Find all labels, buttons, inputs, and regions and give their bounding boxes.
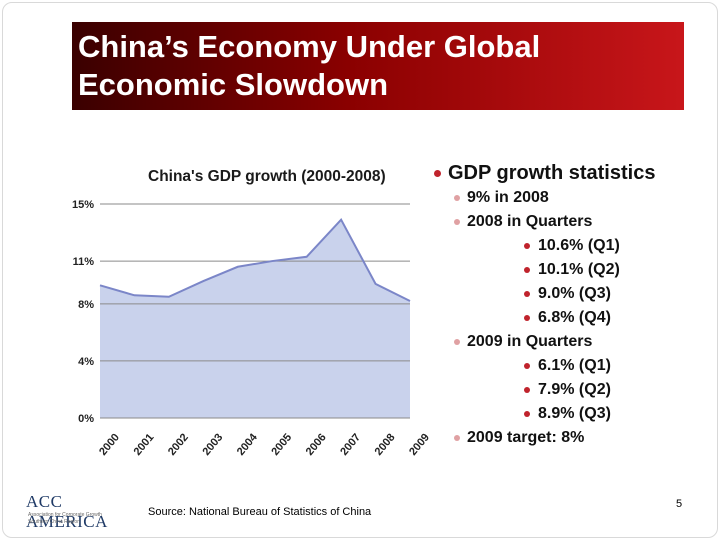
acg-america-logo: ACC AMERICA Association for Corporate Gr… — [26, 492, 126, 531]
bullet-dot-icon — [524, 387, 530, 393]
bullet-item: 9% in 2008 — [432, 186, 712, 210]
bullet-dot-icon — [454, 435, 460, 441]
x-tick-label: 2004 — [235, 431, 260, 458]
bullet-text: 8.9% (Q3) — [538, 405, 611, 422]
x-tick-label: 2003 — [200, 431, 225, 457]
bullet-text: 2009 in Quarters — [467, 333, 593, 350]
bullet-item: 8.9% (Q3) — [432, 402, 712, 426]
source-note: Source: National Bureau of Statistics of… — [148, 506, 372, 518]
bullet-dot-icon — [524, 363, 530, 369]
x-tick-label: 2001 — [132, 431, 157, 457]
bullet-item: 7.9% (Q2) — [432, 378, 712, 402]
bullet-dot-icon — [434, 170, 441, 177]
bullet-list: GDP growth statistics 9% in 2008 2008 in Q… — [432, 160, 712, 450]
bullet-item: 2008 in Quarters — [432, 210, 712, 234]
bullet-text: GDP growth statistics — [448, 162, 656, 184]
series-line — [99, 217, 411, 302]
chart-title: China's GDP growth (2000-2008) — [148, 168, 386, 185]
y-tick-label: 0% — [78, 413, 94, 425]
bullet-text: 2008 in Quarters — [467, 213, 593, 230]
x-tick-label: 2005 — [269, 431, 294, 457]
bullet-text: 10.6% (Q1) — [538, 237, 620, 254]
gdp-chart: 0% 4% 8% 11% 15% 2000 2001 2002 2003 2004 2005 2006… — [40, 160, 430, 470]
bullet-item: 2009 in Quarters — [432, 330, 712, 354]
bullet-dot-icon — [454, 219, 460, 225]
bullet-dot-icon — [524, 315, 530, 321]
bullet-item: 2009 target: 8% — [432, 426, 712, 450]
title-bar: China’s Economy Under Global Economic Sl… — [72, 22, 684, 110]
x-tick-label: 2002 — [166, 431, 191, 457]
bullet-text: 9.0% (Q3) — [538, 285, 611, 302]
y-tick-label: 15% — [72, 199, 94, 211]
page-number: 5 — [676, 498, 683, 510]
logo-text: ACC AMERICA — [26, 492, 108, 531]
bullet-dot-icon — [524, 411, 530, 417]
bullet-dot-icon — [524, 243, 530, 249]
x-tick-label: 2000 — [97, 431, 122, 457]
slide-title: China’s Economy Under Global Economic Sl… — [78, 29, 541, 102]
bullet-text: 6.8% (Q4) — [538, 309, 611, 326]
x-tick-label: 2008 — [373, 431, 398, 457]
bullet-dot-icon — [454, 195, 460, 201]
bullet-text: 9% in 2008 — [467, 189, 549, 206]
area-fill — [100, 219, 410, 418]
bullet-item: 10.6% (Q1) — [432, 234, 712, 258]
bullet-dot-icon — [454, 339, 460, 345]
bullet-item: 10.1% (Q2) — [432, 258, 712, 282]
logo-subtext-2: Southern China Region — [28, 519, 80, 525]
logo-subtext-1: Association for Corporate Growth — [28, 512, 102, 518]
x-tick-label: 2006 — [304, 431, 329, 457]
y-tick-label: 11% — [73, 256, 95, 268]
bullet-dot-icon — [524, 267, 530, 273]
bullet-text: 7.9% (Q2) — [538, 381, 611, 398]
bullet-item: 9.0% (Q3) — [432, 282, 712, 306]
bullet-item: 6.1% (Q1) — [432, 354, 712, 378]
bullet-text: 6.1% (Q1) — [538, 357, 611, 374]
bullet-item: GDP growth statistics — [432, 160, 712, 186]
x-tick-label: 2009 — [407, 431, 430, 457]
bullet-text: 10.1% (Q2) — [538, 261, 620, 278]
bullet-text: 2009 target: 8% — [467, 429, 585, 446]
bullet-item: 6.8% (Q4) — [432, 306, 712, 330]
y-tick-label: 4% — [78, 356, 94, 368]
y-tick-label: 8% — [78, 299, 94, 311]
bullet-dot-icon — [524, 291, 530, 297]
chart-canvas: 0% 4% 8% 11% 15% 2000 2001 2002 2003 2004 2005 2006… — [72, 199, 430, 458]
x-tick-label: 2007 — [338, 431, 363, 457]
